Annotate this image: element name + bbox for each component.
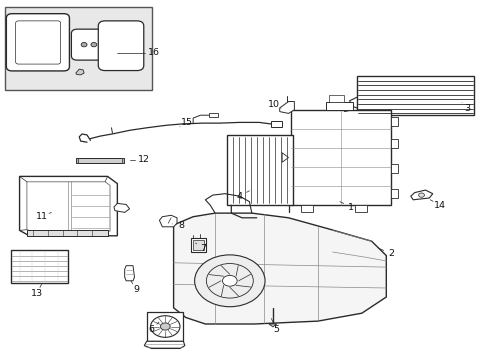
Circle shape [222,275,237,286]
Polygon shape [173,213,386,324]
Text: 1: 1 [347,202,353,212]
Bar [27,230,107,236]
Bar [354,205,366,212]
Bar [390,117,397,126]
Polygon shape [356,76,473,115]
Bar [76,158,78,163]
Polygon shape [20,176,117,236]
Polygon shape [410,190,432,200]
Text: 2: 2 [387,249,393,258]
Circle shape [418,193,424,197]
Text: 4: 4 [236,192,242,201]
Text: 3: 3 [463,104,469,113]
FancyBboxPatch shape [6,14,69,71]
Circle shape [91,42,97,47]
Bar [328,95,343,102]
Polygon shape [76,69,84,75]
Bar [192,240,204,250]
Text: 12: 12 [138,156,150,164]
Bar [5,7,151,90]
Bar [122,158,123,163]
Bar [390,189,397,198]
Bar [76,158,123,163]
FancyBboxPatch shape [71,29,106,60]
Circle shape [81,42,87,47]
Circle shape [150,316,180,337]
Polygon shape [282,153,288,162]
Text: 15: 15 [181,118,192,127]
Text: 10: 10 [267,100,279,109]
Bar [325,102,352,110]
Circle shape [194,255,264,307]
Text: 9: 9 [133,285,139,294]
Bar [146,312,183,341]
Polygon shape [268,324,276,327]
Bar [300,205,312,212]
Polygon shape [342,104,351,112]
Bar [271,121,282,127]
Text: 5: 5 [273,325,279,334]
Polygon shape [124,266,134,281]
Polygon shape [114,203,129,212]
Bar [209,113,218,117]
Bar [390,164,397,173]
Bar [390,139,397,148]
Text: 6: 6 [148,325,154,334]
Bar [190,238,206,252]
Circle shape [160,323,170,330]
Bar [290,110,390,205]
Text: 14: 14 [433,201,445,210]
Polygon shape [279,102,294,113]
Polygon shape [159,215,177,227]
Text: 13: 13 [31,289,42,298]
Text: 8: 8 [178,220,183,230]
Bar [11,250,68,283]
Text: 16: 16 [148,49,160,58]
Text: 11: 11 [36,212,47,221]
Text: 7: 7 [200,244,205,253]
Polygon shape [144,341,184,348]
FancyBboxPatch shape [98,21,143,71]
Bar [227,135,293,205]
